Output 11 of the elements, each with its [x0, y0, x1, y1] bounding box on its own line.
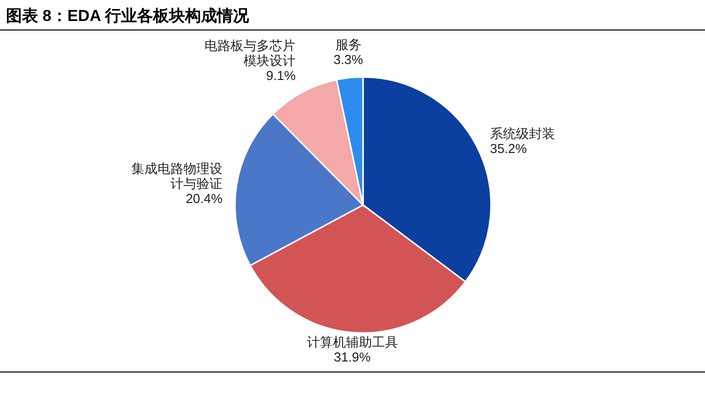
- slice-label: 电路板与多芯片模块设计: [204, 38, 296, 68]
- data-label: 35.2%: [490, 140, 528, 156]
- data-label: 31.9%: [334, 350, 372, 365]
- data-label: 9.1%: [266, 68, 296, 83]
- chart-title: 图表 8：EDA 行业各板块构成情况: [6, 7, 250, 25]
- data-label: 20.4%: [186, 190, 224, 206]
- slice-label: 计算机辅助工具: [306, 334, 398, 350]
- slice-label: 系统级封装: [490, 126, 555, 141]
- slice-label: 集成电路物理设计与验证: [132, 160, 223, 191]
- data-label: 3.3%: [333, 52, 364, 67]
- slice-label: 服务: [335, 36, 362, 52]
